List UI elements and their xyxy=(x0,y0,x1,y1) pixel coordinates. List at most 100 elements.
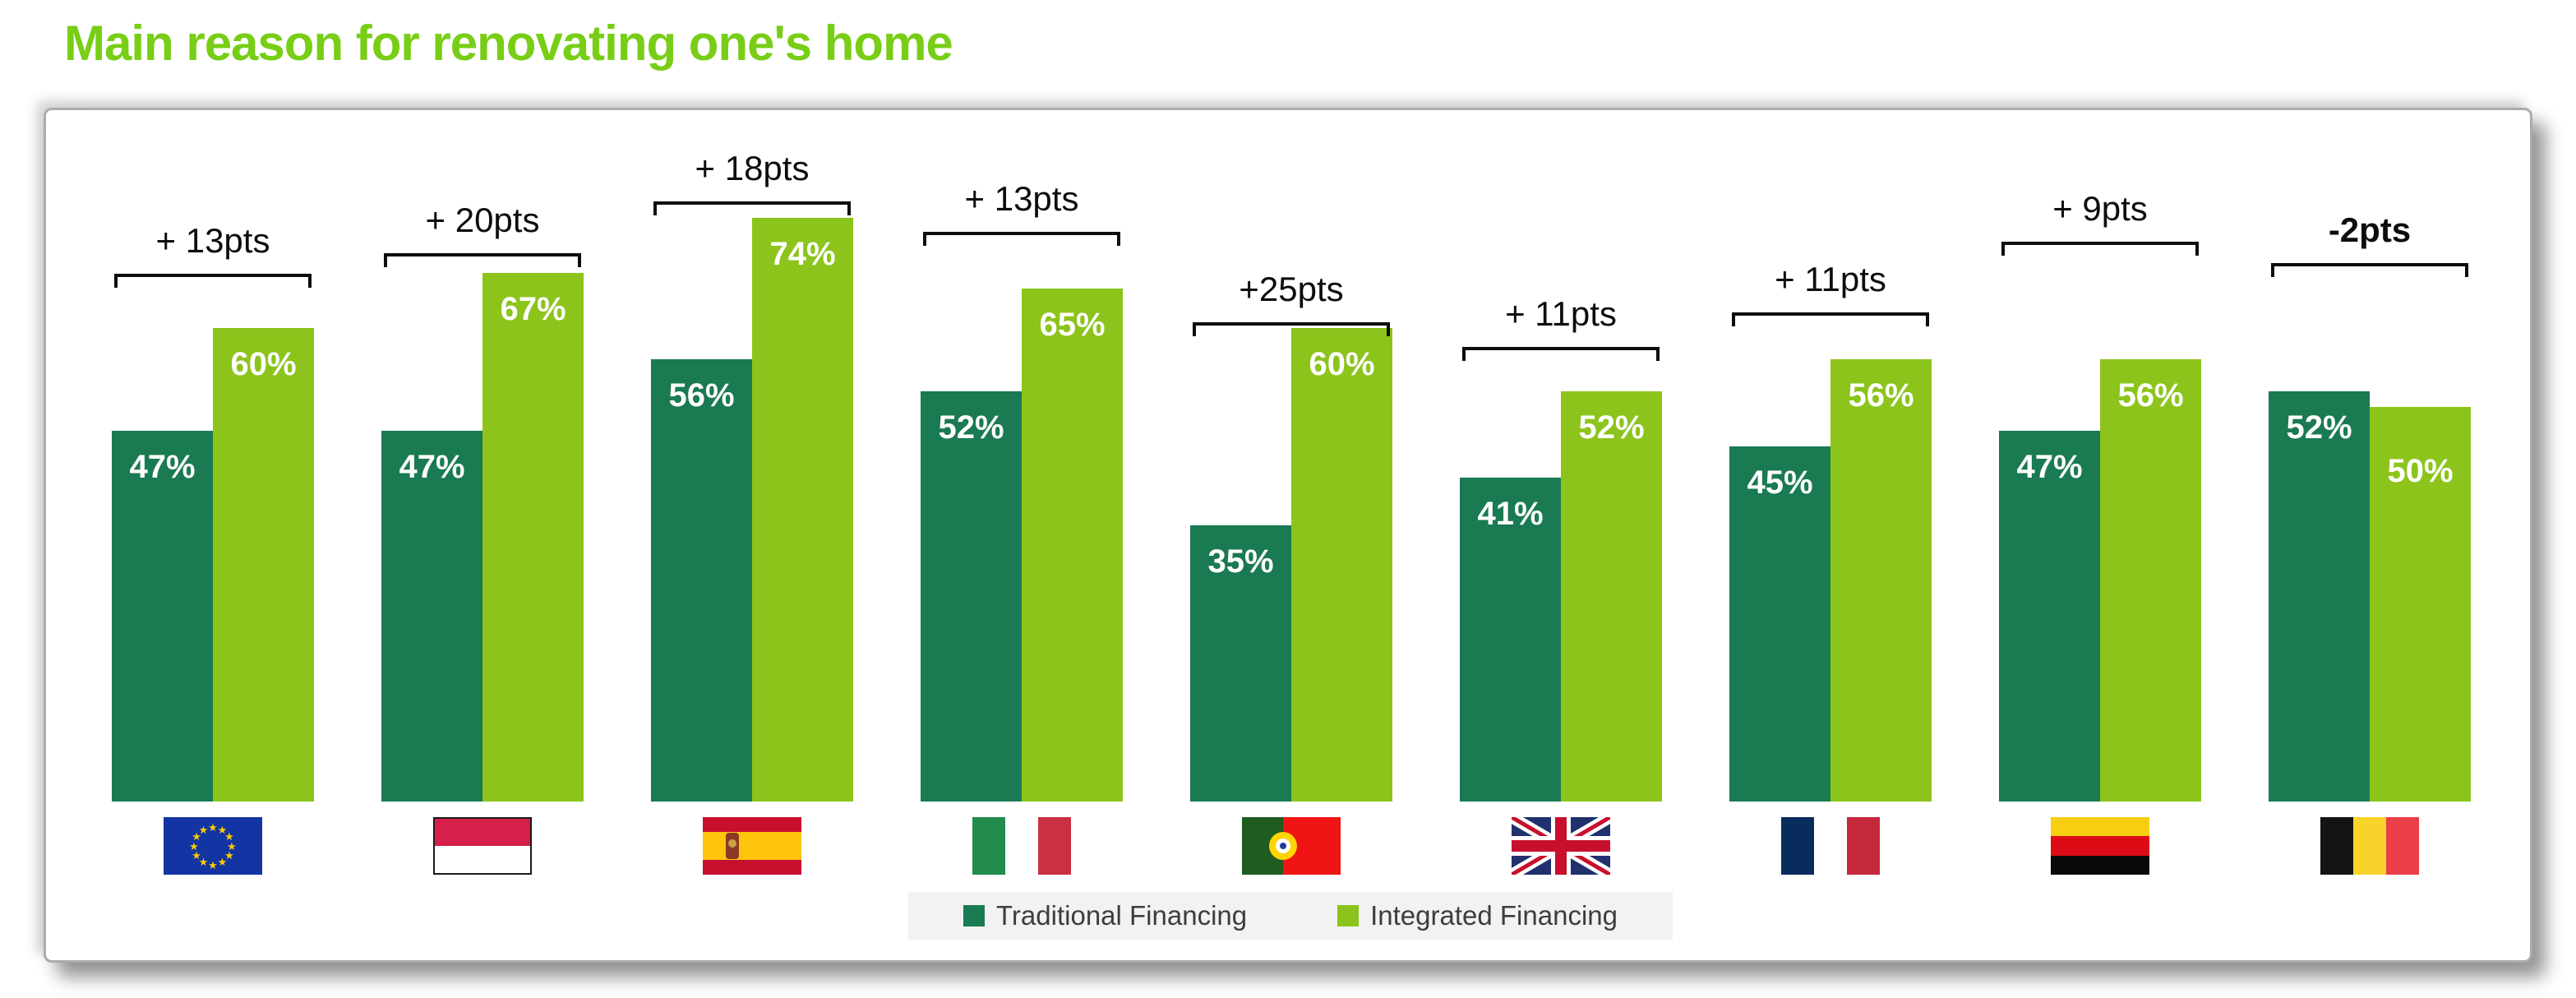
flag-italy-icon xyxy=(972,817,1071,875)
flag-european-union-icon: ★ ★ ★ ★ ★ ★ ★ ★ ★ ★ ★ ★ xyxy=(164,817,262,875)
bar-traditional-belgium: 52% xyxy=(2269,391,2370,802)
eu-star-icon: ★ xyxy=(189,839,199,852)
bracket-tick-icon xyxy=(2271,266,2274,277)
bar-value-label: 52% xyxy=(2286,409,2352,446)
legend-item-integrated: Integrated Financing xyxy=(1337,900,1618,931)
eu-star-icon: ★ xyxy=(217,823,228,836)
bar-integrated-european-union: 60% xyxy=(213,328,314,802)
bar-value-label: 47% xyxy=(129,449,196,485)
bar-integrated-poland: 67% xyxy=(482,273,584,802)
delta-bracket xyxy=(114,274,312,288)
eu-star-icon: ★ xyxy=(217,856,228,869)
bracket-tick-icon xyxy=(1462,350,1466,361)
bracket-tick-icon xyxy=(1387,326,1390,336)
bar-traditional-united-kingdom: 41% xyxy=(1460,478,1561,802)
eu-star-icon: ★ xyxy=(198,856,209,869)
delta-label: + 13pts xyxy=(155,221,270,260)
bar-integrated-italy: 65% xyxy=(1022,289,1123,802)
traditional-financing-swatch-icon xyxy=(963,905,985,926)
flag-stripe xyxy=(703,817,801,833)
bar-traditional-portugal: 35% xyxy=(1190,525,1291,802)
spain-crest-detail xyxy=(728,839,736,848)
bar-value-label: 45% xyxy=(1747,464,1813,501)
delta-bracket xyxy=(923,232,1120,246)
eu-star-icon: ★ xyxy=(198,823,209,836)
bar-value-label: 52% xyxy=(938,409,1004,446)
bar-traditional-germany: 47% xyxy=(1999,431,2100,802)
bar-value-label: 56% xyxy=(668,377,735,414)
bar-traditional-france: 45% xyxy=(1729,446,1830,802)
eu-star-icon: ★ xyxy=(208,858,218,871)
delta-bracket xyxy=(2271,263,2468,277)
bar-traditional-spain: 56% xyxy=(651,359,752,802)
flag-stripe xyxy=(703,832,801,860)
delta-label: + 9pts xyxy=(2052,189,2148,228)
flag-stripe xyxy=(435,819,530,846)
bracket-tick-icon xyxy=(114,277,118,288)
bracket-tick-icon xyxy=(2195,245,2199,256)
bar-value-label: 41% xyxy=(1477,496,1544,532)
eu-star-icon: ★ xyxy=(224,849,234,862)
chart-card: 47% 60% + 13pts ★ ★ ★ ★ ★ ★ ★ ★ ★ ★ ★ ★ 47% 67% + 20pts 56… xyxy=(44,108,2532,963)
bar-value-label: 60% xyxy=(230,346,297,382)
flag-portugal-icon xyxy=(1242,817,1341,875)
union-jack-svg xyxy=(1512,817,1610,875)
flag-stripe xyxy=(2051,836,2149,856)
bar-integrated-portugal: 60% xyxy=(1291,328,1392,802)
bar-value-label: 56% xyxy=(1848,377,1914,414)
integrated-financing-swatch-icon xyxy=(1337,905,1360,926)
bar-value-label: 60% xyxy=(1309,346,1375,382)
delta-label: + 11pts xyxy=(1775,260,1886,298)
flag-stripe xyxy=(2051,817,2149,837)
delta-bracket xyxy=(2001,242,2199,256)
bracket-tick-icon xyxy=(2465,266,2468,277)
bracket-tick-icon xyxy=(653,205,657,215)
delta-label: + 11pts xyxy=(1505,294,1617,333)
bracket-tick-icon xyxy=(1193,326,1196,336)
flag-stripe xyxy=(1038,817,1071,875)
bracket-tick-icon xyxy=(847,205,851,215)
delta-bracket xyxy=(1732,312,1929,326)
bracket-tick-icon xyxy=(1656,350,1660,361)
flag-stripe xyxy=(2353,817,2387,875)
bracket-tick-icon xyxy=(1117,235,1120,246)
eu-star-icon: ★ xyxy=(192,830,201,843)
flag-stripe xyxy=(1005,817,1039,875)
flag-stripe xyxy=(703,859,801,875)
flag-stripe xyxy=(2051,855,2149,875)
delta-label: + 13pts xyxy=(964,179,1079,218)
delta-bracket xyxy=(384,253,581,267)
flag-poland-icon xyxy=(433,817,532,875)
bar-integrated-spain: 74% xyxy=(752,218,853,802)
bar-value-label: 56% xyxy=(2117,377,2184,414)
flag-france-icon xyxy=(1781,817,1880,875)
delta-bracket xyxy=(653,201,851,215)
bracket-tick-icon xyxy=(2001,245,2005,256)
bracket-tick-icon xyxy=(1732,316,1735,326)
flag-stripe xyxy=(435,846,530,873)
delta-bracket xyxy=(1462,347,1660,361)
bar-traditional-poland: 47% xyxy=(381,431,482,802)
bar-value-label: 65% xyxy=(1039,307,1106,343)
bar-integrated-belgium: 50% xyxy=(2370,407,2471,802)
delta-label: -2pts xyxy=(2328,210,2412,249)
bar-integrated-germany: 56% xyxy=(2100,359,2201,802)
flag-stripe xyxy=(1847,817,1880,875)
bar-integrated-united-kingdom: 52% xyxy=(1561,391,1662,802)
legend-item-traditional: Traditional Financing xyxy=(963,900,1247,931)
eu-star-icon: ★ xyxy=(227,839,237,852)
bar-value-label: 52% xyxy=(1578,409,1645,446)
portugal-shield-dot xyxy=(1280,843,1287,849)
bar-traditional-italy: 52% xyxy=(921,391,1022,802)
flag-stripe xyxy=(2386,817,2419,875)
chart-legend: Traditional Financing Integrated Financi… xyxy=(908,892,1673,940)
flag-stripe xyxy=(1814,817,1848,875)
flag-germany-icon xyxy=(2051,817,2149,875)
delta-label: +25pts xyxy=(1239,270,1344,308)
delta-label: + 18pts xyxy=(695,149,810,187)
bracket-tick-icon xyxy=(1926,316,1929,326)
bar-traditional-european-union: 47% xyxy=(112,431,213,802)
flag-stripe xyxy=(972,817,1006,875)
bar-value-label: 74% xyxy=(769,236,836,272)
grouped-bar-chart: 47% 60% + 13pts ★ ★ ★ ★ ★ ★ ★ ★ ★ ★ ★ ★ 47% 67% + 20pts 56… xyxy=(46,110,2530,960)
